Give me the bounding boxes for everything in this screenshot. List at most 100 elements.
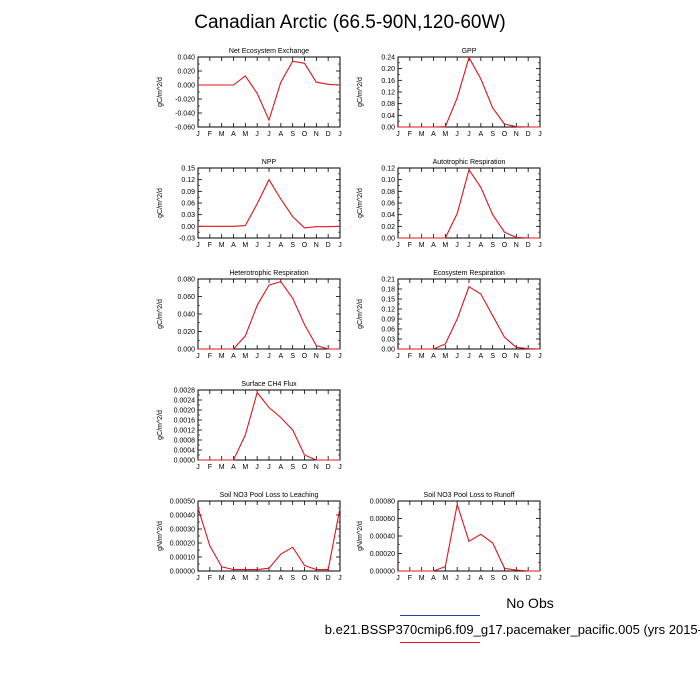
panel-3-xtick-label: F <box>208 242 212 249</box>
panel-8-ytick-label: 0.00020 <box>170 541 195 548</box>
panel-1-xtick-label: M <box>242 131 248 138</box>
panel-2-ytick-label: 0.00 <box>381 125 395 132</box>
panel-8-xtick-label: J <box>196 575 200 582</box>
panel-9-xtick-label: F <box>408 575 412 582</box>
panel-5-ytick-label: 0.040 <box>177 312 195 319</box>
panel-9-ytick-label: 0.00080 <box>370 499 395 506</box>
panel-2-series-line <box>398 56 540 128</box>
panel-6-xtick-label: A <box>431 353 436 360</box>
panel-9-ytick-label: 0.00000 <box>370 569 395 576</box>
panel-4-xtick-label: N <box>514 242 519 249</box>
panel-5-ytick-label: 0.080 <box>177 277 195 284</box>
panel-8-xtick-label: M <box>242 575 248 582</box>
panel-7-ylabel: gC/m^2/d <box>157 410 164 440</box>
panel-1-xtick-label: M <box>219 131 225 138</box>
panel-8-ylabel: gN/m^2/d <box>157 521 164 551</box>
panel-6-ytick-label: 0.06 <box>381 327 395 334</box>
panel-8-xtick-label: F <box>208 575 212 582</box>
panel-6-xtick-label: F <box>408 353 412 360</box>
panel-2-xtick-label: D <box>526 131 531 138</box>
panel-7-xtick-label: S <box>290 464 295 471</box>
panel-2-xtick-label: F <box>408 131 412 138</box>
panel-1-ytick-label: -0.060 <box>175 125 195 132</box>
panel-6-xtick-label: J <box>538 353 542 360</box>
panel-2-xtick-label: J <box>396 131 400 138</box>
panel-4-ytick-label: 0.12 <box>381 166 395 173</box>
legend-case-label: b.e21.BSSP370cmip6.f09_g17.pacemaker_pac… <box>324 622 700 637</box>
panel-1-xtick-label: F <box>208 131 212 138</box>
panel-6-xtick-label: M <box>442 353 448 360</box>
panel-4-ylabel: gC/m^2/d <box>357 188 364 218</box>
panel-6-ylabel: gC/m^2/d <box>357 299 364 329</box>
panel-3-xtick-label: M <box>219 242 225 249</box>
panel-4-series-line <box>398 168 540 239</box>
panel-7-frame <box>197 389 341 461</box>
panel-5-ytick-label: 0.000 <box>177 347 195 354</box>
panel-5-xtick-label: D <box>326 353 331 360</box>
panel-1-ytick-label: 0.000 <box>177 83 195 90</box>
panel-1-xtick-label: J <box>267 131 271 138</box>
panel-1-title: Net Ecosystem Exchange <box>229 48 309 55</box>
panel-2-xtick-label: S <box>490 131 495 138</box>
panel-1-xtick-label: A <box>231 131 236 138</box>
panel-5-frame <box>197 278 341 350</box>
panel-4-xtick-label: J <box>455 242 459 249</box>
panel-2-xtick-label: J <box>467 131 471 138</box>
panel-6-frame <box>397 278 541 350</box>
legend-case-line <box>400 642 480 643</box>
panel-8-xtick-label: J <box>338 575 342 582</box>
panel-5-xtick-label: N <box>314 353 319 360</box>
panel-9-xtick-label: A <box>431 575 436 582</box>
panel-2-xtick-label: J <box>538 131 542 138</box>
panel-8-xtick-label: J <box>255 575 259 582</box>
panel-5-title: Heterotrophic Respiration <box>229 270 308 277</box>
panel-5-xtick-label: F <box>208 353 212 360</box>
panel-2-frame <box>397 56 541 128</box>
panel-4-xtick-label: M <box>419 242 425 249</box>
panel-9-ytick-label: 0.00060 <box>370 516 395 523</box>
panel-3-xtick-label: J <box>196 242 200 249</box>
panel-2-ytick-label: 0.24 <box>381 55 395 62</box>
panel-7-xtick-label: D <box>326 464 331 471</box>
panel-1-ylabel: gC/m^2/d <box>157 77 164 107</box>
panel-7-xtick-label: J <box>267 464 271 471</box>
panel-8-title: Soil NO3 Pool Loss to Leaching <box>220 492 319 499</box>
panel-1-ytick-label: -0.040 <box>175 111 195 118</box>
panel-3-xtick-label: N <box>314 242 319 249</box>
panel-4-ytick-label: 0.10 <box>381 177 395 184</box>
panel-6-xtick-label: N <box>514 353 519 360</box>
figure-title: Canadian Arctic (66.5-90N,120-60W) <box>194 12 506 33</box>
panel-3-ytick-label: 0.00 <box>181 224 195 231</box>
panel-2-ytick-label: 0.12 <box>381 90 395 97</box>
panel-6-xtick-label: J <box>455 353 459 360</box>
panel-8-xtick-label: M <box>219 575 225 582</box>
panel-6-title: Ecosystem Respiration <box>433 270 505 277</box>
panel-1-series-line <box>198 60 341 122</box>
panel-5-xtick-label: A <box>278 353 283 360</box>
panel-9-xtick-label: A <box>478 575 483 582</box>
panel-3-xtick-label: O <box>302 242 308 249</box>
panel-6-series-line <box>398 285 541 350</box>
panel-1-xtick-label: J <box>255 131 259 138</box>
panel-7-ytick-label: 0.0024 <box>174 398 196 405</box>
panel-7-xtick-label: A <box>278 464 283 471</box>
panel-2-xtick-label: A <box>478 131 483 138</box>
panel-3-xtick-label: D <box>326 242 331 249</box>
panel-4-ytick-label: 0.06 <box>381 201 395 208</box>
panel-5-xtick-label: J <box>338 353 342 360</box>
panel-7-title: Surface CH4 Flux <box>241 381 297 388</box>
panel-7-xtick-label: O <box>302 464 308 471</box>
panel-2-ytick-label: 0.08 <box>381 101 395 108</box>
panel-9-xtick-label: J <box>538 575 542 582</box>
panel-2-xtick-label: J <box>455 131 459 138</box>
panel-9-xtick-label: J <box>396 575 400 582</box>
panel-4-xtick-label: S <box>490 242 495 249</box>
panel-5-series-line <box>198 280 340 350</box>
panel-4-ytick-label: 0.04 <box>381 212 395 219</box>
panel-3-ytick-label: 0.03 <box>181 212 195 219</box>
panel-8-xtick-label: D <box>326 575 331 582</box>
panel-9-xtick-label: S <box>490 575 495 582</box>
panel-4-title: Autotrophic Respiration <box>433 159 506 166</box>
panel-5-xtick-label: O <box>302 353 308 360</box>
